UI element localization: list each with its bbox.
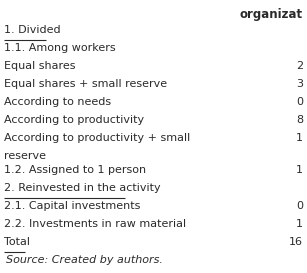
Text: 16: 16 xyxy=(289,237,303,247)
Text: 1: 1 xyxy=(296,165,303,175)
Text: 1.1. Among workers: 1.1. Among workers xyxy=(4,43,116,53)
Text: Source: Created by authors.: Source: Created by authors. xyxy=(6,255,163,265)
Text: 0: 0 xyxy=(296,201,303,211)
Text: 3: 3 xyxy=(296,79,303,89)
Text: 2: 2 xyxy=(296,61,303,71)
Text: 1: 1 xyxy=(296,133,303,143)
Text: 2. Reinvested in the activity: 2. Reinvested in the activity xyxy=(4,183,161,193)
Text: According to needs: According to needs xyxy=(4,97,111,107)
Text: According to productivity + small: According to productivity + small xyxy=(4,133,190,143)
Text: 1: 1 xyxy=(296,219,303,229)
Text: Equal shares + small reserve: Equal shares + small reserve xyxy=(4,79,167,89)
Text: 1.2. Assigned to 1 person: 1.2. Assigned to 1 person xyxy=(4,165,146,175)
Text: 8: 8 xyxy=(296,115,303,125)
Text: According to productivity: According to productivity xyxy=(4,115,144,125)
Text: organizat: organizat xyxy=(240,8,303,21)
Text: 0: 0 xyxy=(296,97,303,107)
Text: Total: Total xyxy=(4,237,30,247)
Text: 2.1. Capital investments: 2.1. Capital investments xyxy=(4,201,140,211)
Text: 2.2. Investments in raw material: 2.2. Investments in raw material xyxy=(4,219,186,229)
Text: Equal shares: Equal shares xyxy=(4,61,76,71)
Text: 1. Divided: 1. Divided xyxy=(4,25,60,35)
Text: reserve: reserve xyxy=(4,151,46,161)
